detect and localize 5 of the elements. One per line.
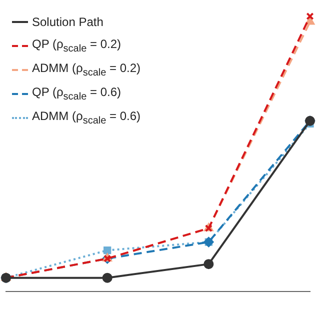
legend-label: ADMM (ρ$_{scale}$ = 0.2) <box>32 61 141 79</box>
legend-label: Solution Path <box>32 15 104 29</box>
legend-label: QP (ρ$_{scale}$ = 0.6) <box>32 85 121 103</box>
legend-label: QP (ρ$_{scale}$ = 0.2) <box>32 37 121 55</box>
legend-label: ADMM (ρ$_{scale}$ = 0.6) <box>32 109 141 127</box>
